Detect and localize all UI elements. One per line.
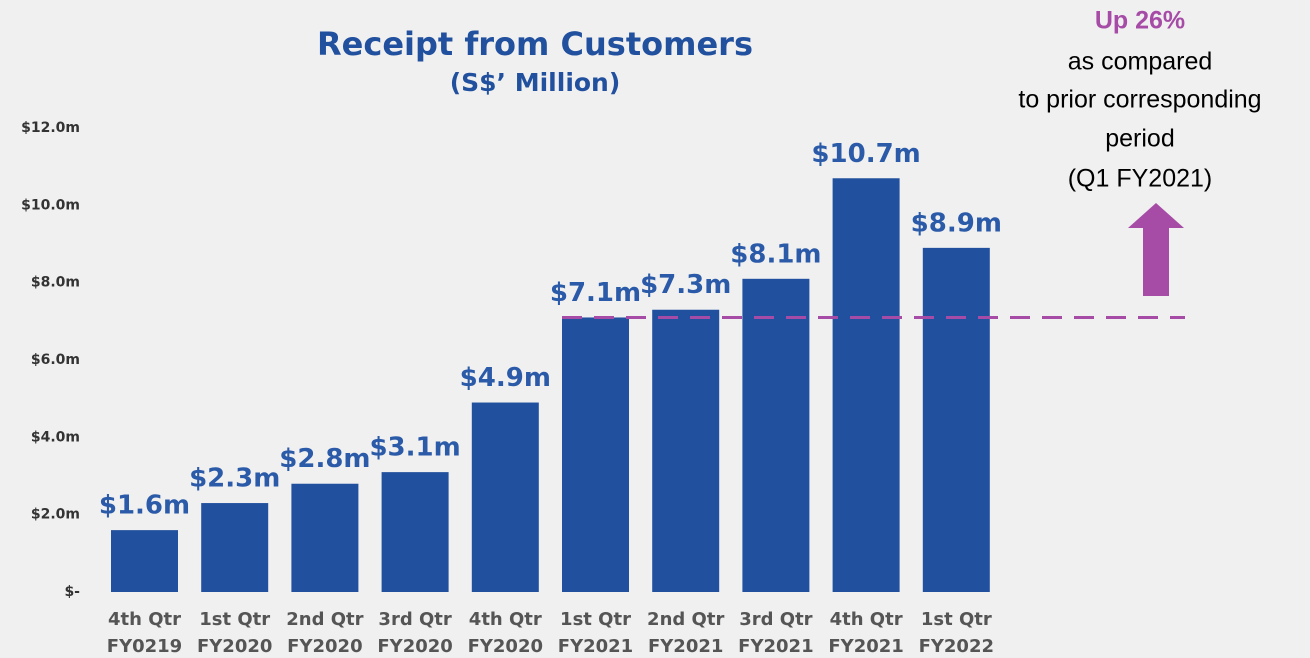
x-tick-label: 1st Qtr	[921, 609, 992, 630]
value-label: $8.9m	[911, 208, 1002, 238]
bar	[832, 178, 900, 592]
chart-title: Receipt from Customers	[317, 25, 753, 63]
x-tick-label: 4th Qtr	[469, 609, 542, 630]
bar	[291, 483, 359, 592]
x-tick-label: FY2020	[287, 636, 362, 657]
value-label: $2.3m	[189, 464, 280, 494]
arrow-shaft	[1143, 226, 1169, 296]
x-tick-label: FY2020	[197, 636, 272, 657]
value-label: $7.3m	[640, 270, 731, 300]
arrow-head	[1128, 203, 1184, 228]
bar	[201, 503, 269, 592]
bar	[652, 309, 720, 592]
annotation: (Q1 FY2021)	[1068, 165, 1213, 193]
value-label: $4.9m	[460, 363, 551, 393]
x-tick-label: 2nd Qtr	[647, 609, 724, 630]
y-tick-label: $10.0m	[21, 197, 80, 213]
x-tick-label: 2nd Qtr	[286, 609, 363, 630]
annotation: period	[1105, 125, 1175, 153]
y-tick-label: $2.0m	[31, 507, 80, 523]
x-tick-label: FY2021	[558, 636, 633, 657]
x-tick-label: FY2022	[919, 636, 994, 657]
x-tick-label: 3rd Qtr	[739, 609, 812, 630]
bar	[562, 317, 629, 592]
x-tick-label: 3rd Qtr	[378, 609, 451, 630]
x-tick-label: FY2021	[648, 636, 723, 657]
bar	[922, 247, 990, 592]
value-label: $8.1m	[730, 239, 821, 269]
bar	[381, 472, 449, 592]
value-label: $7.1m	[550, 278, 641, 308]
x-tick-label: 4th Qtr	[830, 609, 903, 630]
x-tick-label: FY2020	[377, 636, 452, 657]
x-tick-label: 1st Qtr	[199, 609, 270, 630]
value-label: $3.1m	[369, 433, 460, 463]
y-tick-label: $4.0m	[31, 429, 80, 445]
value-label: $10.7m	[811, 139, 920, 169]
chart-subtitle: (S$’ Million)	[450, 68, 621, 97]
annotation: Up 26%	[1095, 7, 1185, 35]
x-tick-label: FY0219	[107, 636, 182, 657]
x-tick-label: 1st Qtr	[560, 609, 631, 630]
value-label: $1.6m	[99, 491, 190, 521]
bar	[742, 278, 810, 592]
x-tick-label: FY2021	[828, 636, 903, 657]
y-tick-label: $12.0m	[21, 120, 80, 136]
x-tick-label: 4th Qtr	[108, 609, 181, 630]
bar	[471, 402, 539, 592]
annotation: to prior corresponding	[1018, 86, 1261, 114]
bar	[111, 530, 178, 592]
y-tick-label: $-	[64, 584, 80, 600]
x-tick-label: FY2021	[738, 636, 813, 657]
y-tick-label: $8.0m	[31, 275, 80, 291]
y-tick-label: $6.0m	[31, 352, 80, 368]
x-tick-label: FY2020	[468, 636, 543, 657]
annotation: as compared	[1068, 48, 1213, 76]
value-label: $2.8m	[279, 444, 370, 474]
